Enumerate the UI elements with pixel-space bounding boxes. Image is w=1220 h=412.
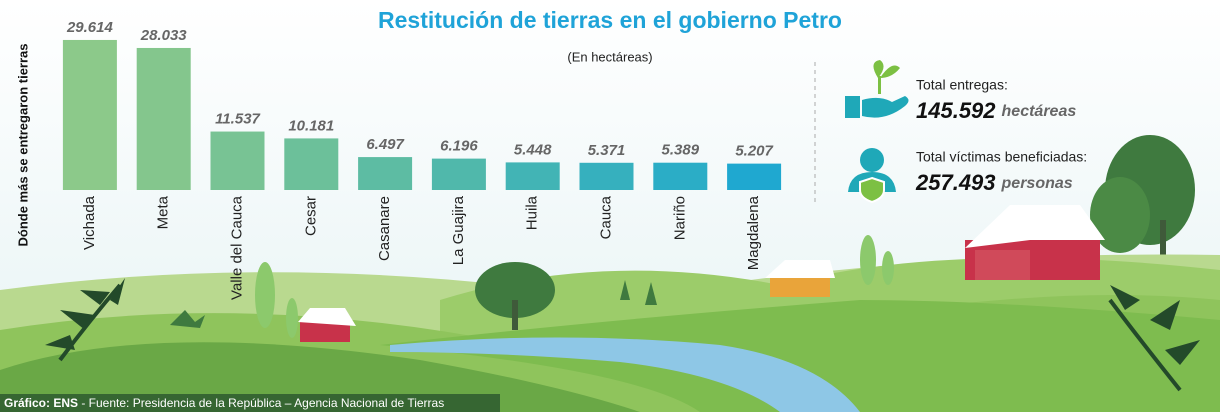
stat-label: Total víctimas beneficiadas:	[916, 149, 1087, 165]
x-tick-label: Nariño	[671, 196, 688, 240]
stat-label: Total entregas:	[916, 77, 1008, 93]
value-label: 5.389	[662, 142, 700, 159]
bar	[137, 48, 191, 190]
x-tick-label: Cesar	[302, 196, 319, 236]
source: - Fuente: Presidencia de la República – …	[78, 396, 444, 410]
x-tick-label: Magdalena	[745, 195, 762, 270]
bar	[211, 132, 265, 190]
bar	[653, 163, 707, 190]
bar	[580, 163, 634, 190]
bar	[506, 162, 560, 190]
x-tick-label: Meta	[155, 195, 172, 229]
value-label: 6.497	[366, 136, 404, 153]
bar	[432, 159, 486, 190]
stat-value: 257.493	[915, 170, 996, 195]
bar	[358, 157, 412, 190]
stat-value: 145.592	[916, 98, 996, 123]
credit: Gráfico: ENS	[4, 396, 78, 410]
bar	[63, 40, 117, 190]
value-label: 10.181	[288, 117, 334, 134]
bar	[284, 138, 338, 190]
x-tick-label: Cauca	[597, 195, 614, 239]
x-tick-label: Casanare	[376, 196, 393, 261]
bar	[727, 164, 781, 190]
infographic: Gráfico: ENS - Fuente: Presidencia de la…	[0, 0, 1220, 412]
x-tick-label: Valle del Cauca	[228, 195, 245, 300]
stat-unit: hectáreas	[1002, 103, 1077, 120]
chart-subtitle: (En hectáreas)	[567, 49, 652, 64]
x-tick-label: La Guajira	[450, 195, 467, 265]
value-label: 5.448	[514, 141, 552, 158]
footer: Gráfico: ENS - Fuente: Presidencia de la…	[4, 396, 444, 410]
chart-title: Restitución de tierras en el gobierno Pe…	[378, 7, 842, 33]
value-label: 5.371	[588, 142, 626, 159]
value-label: 6.196	[440, 138, 478, 155]
x-tick-label: Vichada	[81, 195, 98, 250]
stat-unit: personas	[1001, 175, 1073, 192]
y-axis-label: Dónde más se entregaron tierras	[15, 43, 30, 246]
value-label: 5.207	[735, 143, 773, 160]
value-label: 11.537	[215, 111, 260, 128]
value-label: 29.614	[66, 19, 114, 36]
x-tick-label: Huila	[524, 195, 541, 230]
value-label: 28.033	[140, 27, 188, 44]
